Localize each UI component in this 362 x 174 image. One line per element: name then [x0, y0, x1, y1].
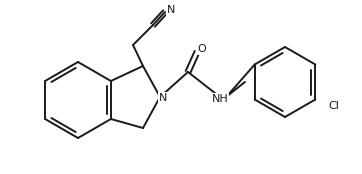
Text: N: N [159, 93, 167, 103]
Text: NH: NH [212, 94, 228, 104]
Text: O: O [198, 44, 206, 54]
Text: Cl: Cl [329, 101, 340, 110]
Text: N: N [167, 5, 175, 15]
